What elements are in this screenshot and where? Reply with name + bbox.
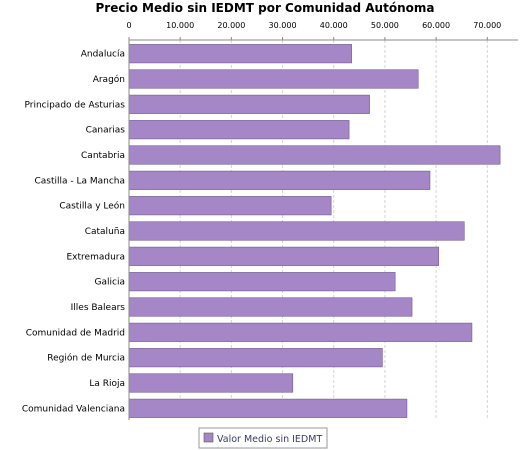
tick-label: 70.000 [473, 21, 501, 30]
tick-label: 10.000 [166, 21, 194, 30]
bar [128, 246, 439, 266]
legend-box [198, 427, 328, 449]
bar [128, 221, 465, 241]
tick-label: 0 [126, 21, 131, 30]
bars [128, 44, 501, 418]
category-label: Principado de Asturias [24, 100, 125, 110]
legend: Valor Medio sin IEDMT [198, 427, 328, 449]
bar [128, 69, 419, 89]
category-label: Castilla - La Mancha [34, 176, 125, 186]
category-label: Extremadura [67, 252, 126, 262]
tick-label: 40.000 [320, 21, 348, 30]
category-labels: Andalucía Aragón Principado de Asturias Can… [22, 50, 125, 415]
category-label: Comunidad de Madrid [26, 328, 125, 338]
category-label: Aragón [93, 74, 125, 85]
bar [128, 398, 408, 418]
legend-swatch [203, 432, 214, 443]
x-axis-ticks: 0 10.000 20.000 30.000 40.000 50.000 60.000 70.… [126, 21, 501, 40]
tick-label: 30.000 [269, 21, 297, 30]
legend-label: Valor Medio sin IEDMT [217, 434, 322, 445]
chart-title: Precio Medio sin IEDMT por Comunidad Aut… [96, 1, 435, 15]
category-label: Cataluña [85, 227, 125, 237]
bar [128, 272, 396, 292]
bar [128, 170, 431, 190]
category-label: Canarias [86, 126, 126, 136]
bar [128, 297, 413, 317]
category-label: Galicia [95, 278, 125, 288]
category-label: Andalucía [81, 50, 125, 60]
category-label: Comunidad Valenciana [22, 404, 125, 414]
bar [128, 145, 501, 165]
bar [128, 44, 352, 64]
category-label: Illes Balears [71, 303, 126, 313]
category-label: Cantabria [81, 151, 125, 161]
bar [128, 373, 294, 393]
category-label: La Rioja [89, 379, 125, 389]
bar [128, 94, 370, 114]
category-label: Región de Murcia [47, 353, 125, 364]
bar [128, 322, 473, 342]
bar [128, 348, 383, 368]
bar [128, 120, 350, 140]
category-label: Castilla y León [59, 201, 125, 212]
bar [128, 196, 332, 216]
tick-label: 20.000 [217, 21, 245, 30]
tick-label: 50.000 [371, 21, 399, 30]
tick-label: 60.000 [422, 21, 450, 30]
